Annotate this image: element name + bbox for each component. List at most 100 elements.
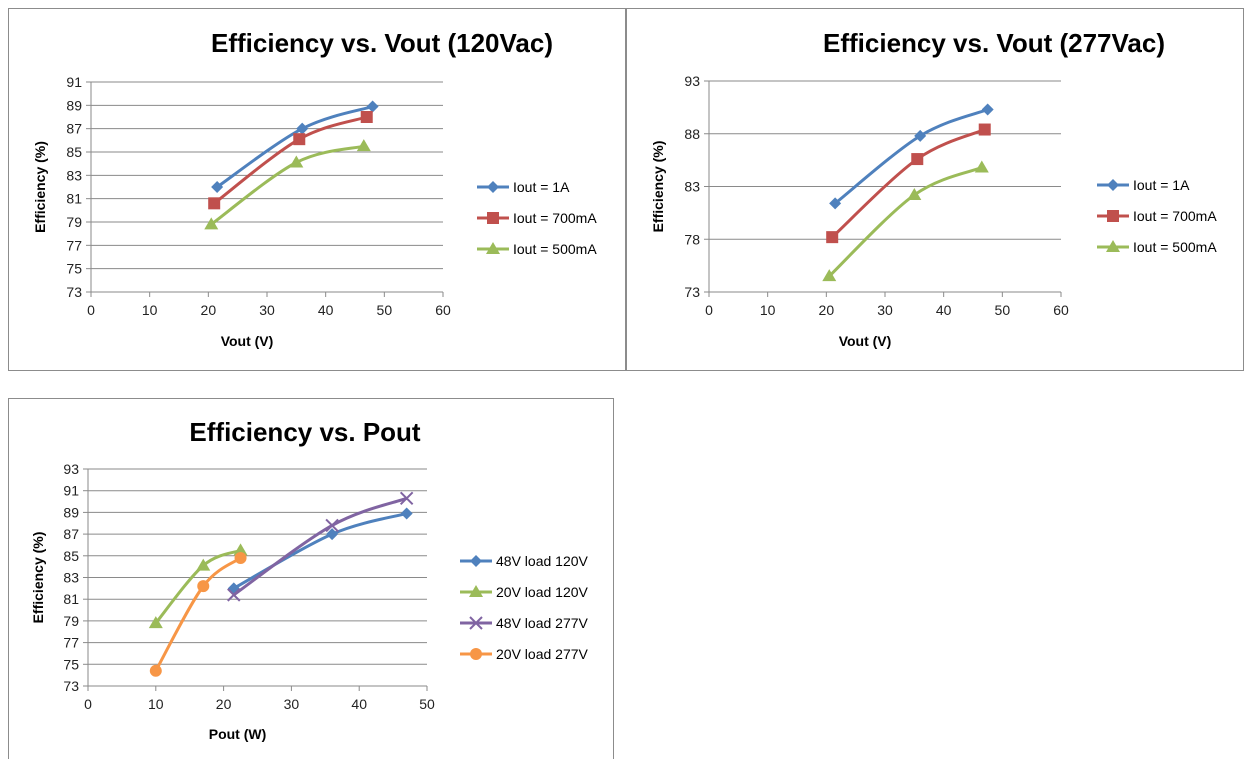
legend-entry-iout-500ma: Iout = 500mA: [477, 241, 597, 257]
y-tick-label: 77: [66, 237, 82, 253]
legend-marker: [469, 585, 483, 597]
data-point: [914, 129, 927, 142]
y-tick-label: 73: [63, 678, 79, 694]
data-point: [356, 139, 371, 152]
data-point: [907, 187, 922, 200]
legend-label: 20V load 120V: [496, 584, 589, 600]
x-tick-label: 60: [1053, 302, 1069, 318]
legend-marker: [486, 242, 500, 254]
y-tick-label: 75: [66, 261, 82, 277]
x-tick-label: 0: [87, 302, 95, 318]
legend-marker: [469, 616, 483, 630]
data-point: [366, 100, 379, 113]
data-point: [211, 181, 224, 193]
x-tick-label: 10: [760, 302, 776, 318]
y-tick-label: 87: [63, 526, 79, 542]
legend-entry-iout-700ma: Iout = 700mA: [477, 210, 597, 226]
data-point: [208, 197, 221, 210]
x-tick-label: 20: [201, 302, 217, 318]
data-point: [233, 543, 248, 556]
y-tick-label: 93: [684, 73, 700, 89]
legend-marker: [1107, 210, 1119, 222]
data-point: [360, 111, 373, 123]
x-tick-label: 30: [259, 302, 275, 318]
series-iout-500ma: [204, 139, 371, 230]
x-tick-label: 50: [995, 302, 1011, 318]
y-tick-label: 77: [63, 635, 79, 651]
y-tick-label: 83: [66, 167, 82, 183]
y-tick-label: 91: [66, 74, 82, 90]
x-tick-label: 40: [936, 302, 952, 318]
data-point: [911, 153, 924, 166]
legend-marker: [487, 212, 499, 224]
y-tick-label: 85: [66, 144, 82, 160]
legend-entry-iout-1a: Iout = 1A: [477, 179, 570, 195]
legend-label: 48V load 277V: [496, 615, 589, 631]
legend-entry-iout-1a: Iout = 1A: [1097, 177, 1190, 193]
series-48v-load-277v: [227, 491, 414, 602]
data-point: [400, 507, 413, 520]
legend-label: Iout = 1A: [1133, 177, 1190, 193]
legend-entry-iout-500ma: Iout = 500mA: [1097, 239, 1217, 255]
x-tick-label: 20: [819, 302, 835, 318]
chart-panel-vout-120: Efficiency vs. Vout (120Vac) 73 75 77 79 81 83…: [8, 8, 626, 371]
chart-vout-277: Efficiency vs. Vout (277Vac) 73 78 83 88 93 0 1…: [650, 28, 1217, 349]
y-tick-label: 87: [66, 121, 82, 137]
data-point: [227, 588, 241, 602]
series-20v-load-277v: [149, 551, 247, 677]
chart-panel-pout: Efficiency vs. Pout 73 75 77 79 81 83 85 87 89 91 9…: [8, 398, 614, 759]
y-axis-label: Efficiency (%): [32, 141, 48, 233]
legend-label: 48V load 120V: [496, 553, 589, 569]
x-tick-label: 30: [284, 696, 300, 712]
data-point: [826, 231, 839, 244]
series-line: [210, 144, 365, 226]
x-tick-label: 40: [318, 302, 334, 318]
legend-entry-48v-load-277v: 48V load 277V: [460, 615, 589, 631]
y-axis-label: Efficiency (%): [650, 141, 666, 233]
y-tick-label: 73: [66, 284, 82, 300]
y-tick-label: 85: [63, 548, 79, 564]
series-iout-700ma: [826, 123, 991, 244]
chart-title: Efficiency vs. Vout (277Vac): [823, 28, 1165, 58]
data-point: [204, 217, 219, 230]
series-iout-700ma: [208, 111, 373, 210]
chart-pout: Efficiency vs. Pout 73 75 77 79 81 83 85 87 89 91 9…: [30, 417, 589, 742]
y-tick-label: 83: [63, 570, 79, 586]
y-tick-label: 79: [63, 613, 79, 629]
y-tick-label: 78: [684, 231, 700, 247]
series-48v-load-120v: [227, 507, 413, 595]
legend-label: Iout = 500mA: [513, 241, 597, 257]
data-point: [289, 155, 304, 168]
chart-vout-120: Efficiency vs. Vout (120Vac) 73 75 77 79 81 83…: [32, 28, 597, 349]
data-point: [148, 616, 163, 629]
data-point: [978, 123, 991, 136]
x-axis-label: Vout (V): [221, 333, 274, 349]
x-tick-label: 60: [435, 302, 451, 318]
series-20v-load-120v: [148, 543, 248, 629]
y-tick-label: 75: [63, 656, 79, 672]
data-point: [829, 197, 842, 210]
data-point: [974, 160, 989, 173]
x-axis-label: Pout (W): [209, 726, 267, 742]
legend-entry-48v-load-120v: 48V load 120V: [460, 553, 589, 569]
data-point: [325, 518, 339, 533]
x-tick-label: 10: [148, 696, 164, 712]
legend-label: Iout = 700mA: [1133, 208, 1217, 224]
x-tick-label: 50: [419, 696, 435, 712]
data-point: [234, 551, 247, 564]
x-tick-label: 0: [84, 696, 92, 712]
series-line: [154, 556, 242, 672]
legend-label: 20V load 277V: [496, 646, 589, 662]
y-tick-label: 89: [63, 504, 79, 520]
data-point: [981, 103, 994, 116]
series-iout-1a: [829, 103, 994, 210]
x-tick-label: 40: [351, 696, 367, 712]
series-iout-1a: [211, 100, 379, 193]
legend-marker: [487, 181, 499, 193]
data-point: [149, 664, 162, 677]
chart-panel-vout-277: Efficiency vs. Vout (277Vac) 73 78 83 88 93 0 1…: [626, 8, 1244, 371]
series-iout-500ma: [822, 160, 989, 282]
series-line: [213, 115, 368, 205]
x-tick-label: 50: [377, 302, 393, 318]
y-tick-label: 93: [63, 461, 79, 477]
